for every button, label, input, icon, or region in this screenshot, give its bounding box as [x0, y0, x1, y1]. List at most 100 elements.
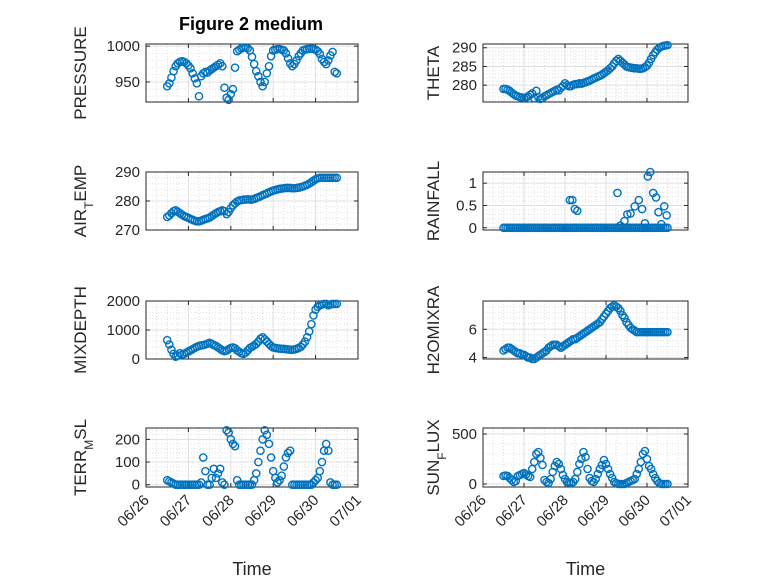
- y-tick-label: 6: [469, 321, 477, 338]
- data-point: [273, 478, 282, 487]
- data-point: [279, 462, 289, 471]
- axes-box: [145, 43, 359, 103]
- data-point: [307, 480, 316, 490]
- data-point: [165, 340, 174, 349]
- data-point: [613, 188, 622, 198]
- y-axis-label-part: TERR: [71, 450, 90, 496]
- y-tick-label: 950: [115, 74, 140, 91]
- data-point: [194, 91, 204, 101]
- y-axis-label: TERRMSL: [71, 419, 96, 496]
- data-series: [162, 173, 342, 226]
- data-point: [222, 425, 231, 435]
- data-point: [262, 337, 272, 346]
- data-point: [643, 172, 653, 181]
- data-point: [573, 206, 582, 216]
- x-tick-label: 06/27: [492, 492, 531, 531]
- y-axis-label-part: H2OMIXRA: [424, 285, 443, 374]
- y-tick-label: 1: [469, 175, 477, 192]
- data-point: [249, 59, 259, 69]
- data-point: [220, 480, 229, 490]
- y-axis-label-part: SL: [71, 419, 90, 440]
- y-axis-label: RAINFALL: [424, 161, 443, 241]
- data-point: [321, 299, 331, 309]
- data-series: [162, 299, 342, 361]
- data-point: [260, 77, 270, 87]
- data-point: [226, 435, 236, 444]
- y-tick-label: 280: [115, 193, 140, 210]
- data-point: [328, 47, 337, 57]
- data-point: [501, 344, 510, 354]
- data-point: [546, 341, 555, 351]
- data-point: [228, 439, 238, 449]
- y-axis-label-part: MIXDEPTH: [71, 286, 90, 374]
- data-point: [525, 353, 535, 362]
- x-axis-label: Time: [566, 559, 605, 579]
- y-tick-label: 0: [132, 477, 140, 494]
- data-series: [499, 40, 672, 104]
- data-point: [243, 43, 253, 53]
- data-point: [241, 348, 250, 357]
- data-point: [258, 81, 267, 91]
- data-point: [538, 460, 547, 470]
- data-point: [256, 77, 265, 87]
- data-point: [663, 327, 672, 337]
- data-point: [527, 464, 537, 474]
- data-point: [222, 209, 231, 219]
- y-tick-label: 280: [452, 77, 477, 94]
- y-axis-label-part: THETA: [424, 45, 443, 100]
- data-point: [332, 69, 342, 78]
- data-point: [646, 464, 656, 474]
- data-point: [575, 459, 584, 469]
- subplot-8: 0 500 06/26 06/27 06/28 06/29 06/30 07/01 SUNFLU…: [424, 419, 695, 579]
- data-point: [198, 453, 208, 462]
- y-tick-label: 200: [115, 431, 140, 448]
- data-point: [211, 473, 221, 483]
- data-point: [603, 464, 613, 474]
- data-point: [224, 95, 233, 105]
- data-point: [165, 211, 174, 220]
- data-point: [591, 474, 601, 484]
- data-point: [260, 334, 270, 344]
- data-point: [302, 332, 312, 342]
- y-tick-label: 2000: [107, 293, 140, 310]
- data-point: [292, 56, 301, 65]
- data-point: [234, 347, 244, 357]
- data-point: [254, 457, 263, 467]
- subplot-6: 4 6 H2OMIXRA: [424, 285, 689, 374]
- y-axis-label: SUNFLUX: [424, 419, 449, 495]
- data-point: [167, 345, 176, 355]
- data-point: [162, 335, 172, 345]
- data-point: [232, 475, 242, 485]
- y-tick-label: 0: [469, 220, 477, 237]
- y-axis-label-part: SUN: [424, 460, 443, 496]
- y-axis-label-part: EMP: [71, 165, 90, 202]
- axes-box: [482, 427, 689, 488]
- y-axis-label-part: AIR: [71, 209, 90, 237]
- data-point: [630, 326, 640, 336]
- data-point: [319, 57, 329, 67]
- data-point: [657, 219, 666, 229]
- data-point: [662, 210, 671, 220]
- subplot-5: 0 1000 2000 MIXDEPTH: [71, 286, 359, 374]
- y-axis-label: PRESSURE: [71, 26, 90, 120]
- data-point: [532, 449, 541, 459]
- data-point: [283, 448, 293, 458]
- data-point: [300, 337, 310, 346]
- data-point: [188, 69, 197, 78]
- data-point: [281, 453, 291, 462]
- data-point: [285, 446, 295, 455]
- data-point: [256, 446, 265, 455]
- data-point: [554, 459, 564, 469]
- data-point: [507, 475, 517, 485]
- data-point: [266, 51, 276, 61]
- data-point: [226, 89, 236, 99]
- y-tick-label: 500: [452, 426, 477, 443]
- data-point: [228, 84, 238, 94]
- data-point: [651, 193, 661, 202]
- data-point: [247, 480, 257, 490]
- data-point: [529, 93, 539, 103]
- data-point: [330, 67, 339, 77]
- data-point: [218, 61, 227, 71]
